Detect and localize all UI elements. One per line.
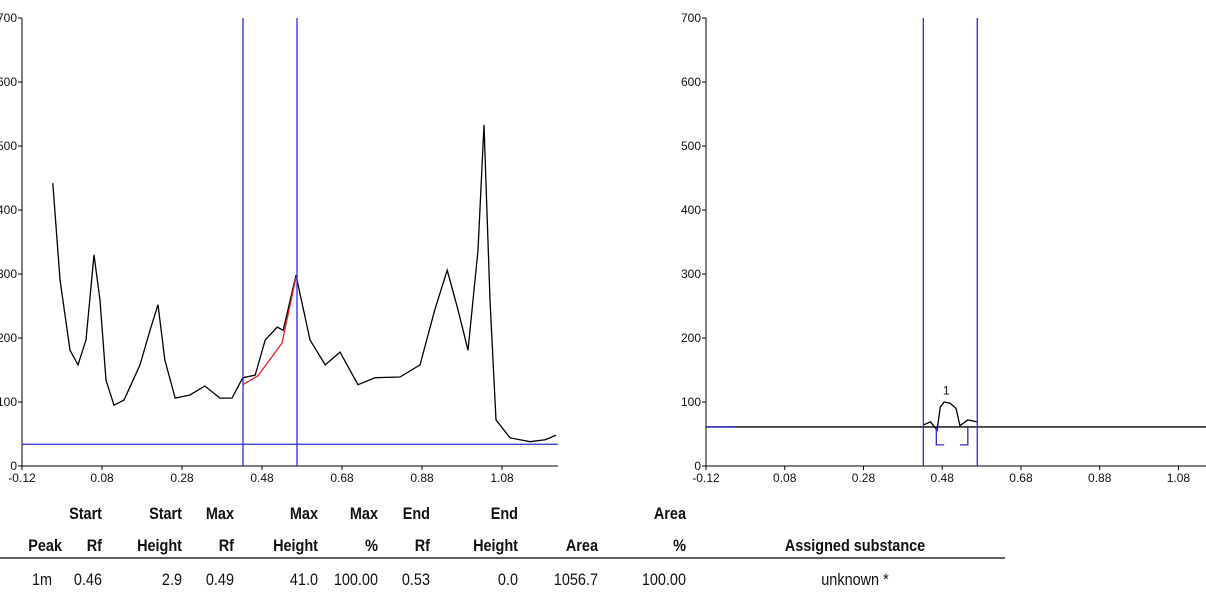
column-header: %: [365, 537, 378, 555]
y-tick-label: 400: [681, 203, 701, 217]
column-header: End: [403, 505, 430, 523]
x-tick-label: 0.68: [1009, 471, 1033, 485]
data-line: [923, 401, 978, 432]
table-cell: 1m: [32, 571, 52, 589]
table-cell: 2.9: [162, 571, 182, 589]
column-header: Start: [69, 505, 103, 523]
column-header: Peak: [28, 537, 62, 555]
x-tick-label: 0.68: [330, 471, 354, 485]
table-cell: 100.00: [334, 571, 378, 589]
y-tick-label: 700: [0, 11, 17, 25]
table-cell: 0.46: [74, 571, 102, 589]
x-tick-label: 0.08: [90, 471, 114, 485]
y-tick-label: 0: [694, 459, 701, 473]
data-line: [935, 426, 945, 446]
y-tick-label: 100: [681, 395, 701, 409]
x-tick-label: 0.28: [852, 471, 876, 485]
column-header: Height: [137, 537, 183, 555]
column-header: Start: [149, 505, 183, 523]
column-header: Height: [473, 537, 519, 555]
y-tick-label: 300: [681, 267, 701, 281]
x-tick-label: -0.12: [8, 471, 36, 485]
x-tick-label: 0.28: [170, 471, 194, 485]
x-tick-label: 1.08: [490, 471, 514, 485]
data-line: [52, 124, 557, 443]
column-header: Max: [290, 505, 318, 523]
y-tick-label: 600: [681, 75, 701, 89]
x-tick-label: 0.48: [250, 471, 274, 485]
table-cell: 1056.7: [554, 571, 598, 589]
column-header: Rf: [219, 537, 235, 555]
data-line: [959, 426, 969, 446]
y-tick-label: 500: [0, 139, 17, 153]
y-tick-label: 0: [10, 459, 17, 473]
x-tick-label: 0.48: [931, 471, 955, 485]
x-tick-label: -0.12: [692, 471, 720, 485]
x-tick-label: 1.08: [1167, 471, 1191, 485]
y-tick-label: 100: [0, 395, 17, 409]
column-header: Assigned substance: [785, 537, 926, 555]
table-cell: 41.0: [290, 571, 318, 589]
table-cell: 100.00: [642, 571, 686, 589]
y-tick-label: 200: [681, 331, 701, 345]
table-cell: unknown *: [821, 571, 888, 589]
table-cell: 0.53: [402, 571, 430, 589]
column-header: Area: [566, 537, 598, 555]
y-tick-label: 300: [0, 267, 17, 281]
table-cell: 0.49: [206, 571, 234, 589]
y-tick-label: 600: [0, 75, 17, 89]
data-line: [242, 277, 297, 386]
x-tick-label: 0.88: [1088, 471, 1112, 485]
y-tick-label: 400: [0, 203, 17, 217]
column-header: End: [491, 505, 518, 523]
y-tick-label: 700: [681, 11, 701, 25]
y-tick-label: 200: [0, 331, 17, 345]
peak-label: 1: [943, 383, 950, 397]
column-header: Rf: [87, 537, 103, 555]
column-header: Max: [350, 505, 378, 523]
column-header: %: [673, 537, 686, 555]
y-tick-label: 500: [681, 139, 701, 153]
x-tick-label: 0.08: [773, 471, 797, 485]
column-header: Height: [273, 537, 319, 555]
table-cell: 0.0: [498, 571, 518, 589]
column-header: Max: [206, 505, 234, 523]
column-header: Area: [654, 505, 686, 523]
column-header: Rf: [415, 537, 431, 555]
x-tick-label: 0.88: [410, 471, 434, 485]
